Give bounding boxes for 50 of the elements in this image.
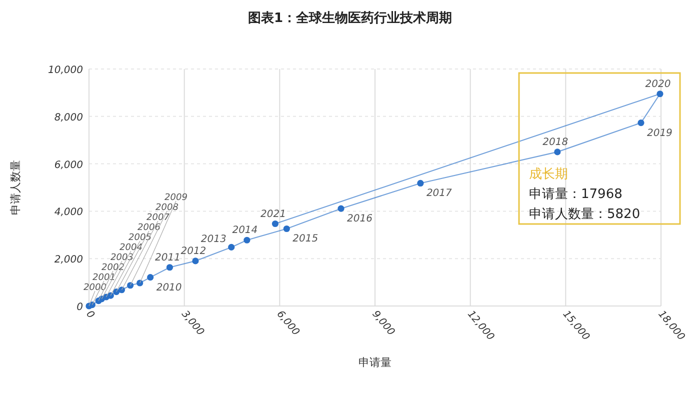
annotation: 2000 xyxy=(84,283,107,293)
annotation: 2018 xyxy=(542,136,568,148)
annotation: 2013 xyxy=(200,234,226,246)
annotation: 2001 xyxy=(92,273,116,283)
annotation: 申请人数量：5820 xyxy=(529,207,640,222)
annotation: 2009 xyxy=(164,193,188,203)
chart-title: 图表1：全球生物医药行业技术周期 xyxy=(248,10,452,26)
point xyxy=(244,236,250,244)
point xyxy=(283,225,290,232)
point xyxy=(147,274,154,281)
annotation: 2010 xyxy=(156,282,182,294)
annotation: 2016 xyxy=(347,214,372,225)
annotation: 2015 xyxy=(292,234,318,245)
annotation: 2019 xyxy=(646,128,672,139)
y-axis-title: 申请人数量 xyxy=(9,160,22,215)
annotation: 2002 xyxy=(102,263,125,273)
point xyxy=(136,280,144,286)
point xyxy=(107,292,114,299)
point xyxy=(166,264,174,271)
annotation: 2007 xyxy=(146,213,170,223)
y-tick-label: 10,000 xyxy=(48,65,83,76)
annotation: 2004 xyxy=(120,243,143,253)
annotation: 2020 xyxy=(645,78,671,90)
point xyxy=(638,120,644,126)
annotation: 2017 xyxy=(426,188,453,200)
annotation: 2012 xyxy=(180,246,206,257)
annotation: 2005 xyxy=(128,233,152,243)
y-tick-label: 4,000 xyxy=(54,207,83,218)
annotation: 成长期 xyxy=(529,167,568,182)
point xyxy=(656,90,664,98)
x-axis-title: 申请量 xyxy=(358,356,392,369)
y-tick-label: 8,000 xyxy=(54,112,83,124)
y-tick-label: 6,000 xyxy=(54,160,83,171)
point xyxy=(338,205,344,212)
annotation: 申请量：17968 xyxy=(529,187,622,202)
annotation: 2003 xyxy=(110,253,134,263)
annotation: 2011 xyxy=(154,252,180,264)
point xyxy=(417,180,424,187)
annotation: 2006 xyxy=(138,223,161,233)
point xyxy=(228,244,235,251)
annotation: 2021 xyxy=(260,208,286,220)
x-tick-label: 0 xyxy=(84,308,96,321)
annotation: 2014 xyxy=(232,225,258,236)
y-tick-label: 2,000 xyxy=(54,254,83,266)
annotation: 2008 xyxy=(156,203,179,213)
point xyxy=(192,258,199,264)
point xyxy=(118,286,126,294)
point xyxy=(127,282,134,289)
point xyxy=(272,220,279,228)
point xyxy=(554,148,561,156)
